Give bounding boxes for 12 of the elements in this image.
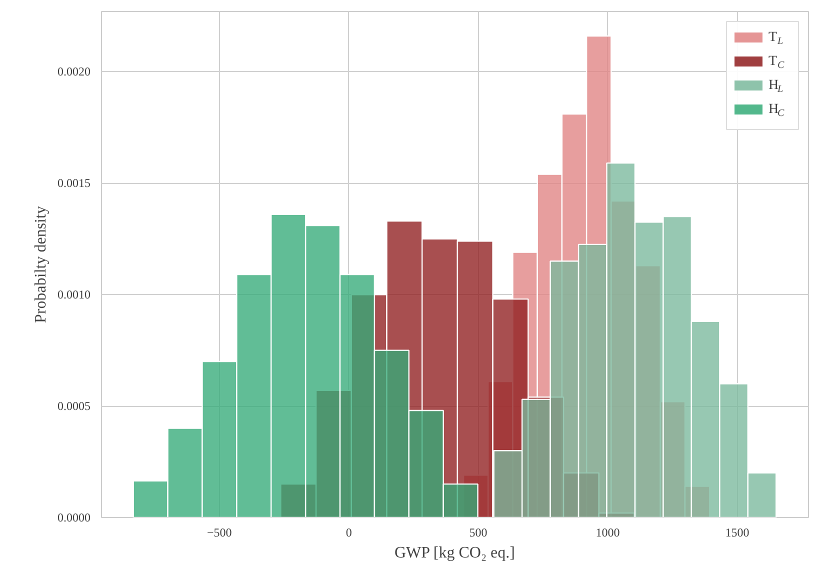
x-tick-label: 1000 xyxy=(596,526,620,540)
y-tick-label: 0.0000 xyxy=(58,510,90,524)
x-tick-label: 0 xyxy=(346,526,352,540)
x-tick-label: 1500 xyxy=(725,526,750,540)
x-tick-label: 500 xyxy=(469,526,488,540)
y-axis-title: Probabilty density xyxy=(32,206,50,323)
x-axis-title: GWP [kg CO₂ eq.] xyxy=(394,544,515,562)
y-tick-label: 0.0020 xyxy=(58,64,90,79)
y-tick-label: 0.0015 xyxy=(58,176,90,190)
y-tick-label: 0.0010 xyxy=(58,288,90,302)
x-tick-label: −500 xyxy=(206,526,232,540)
y-tick-label: 0.0005 xyxy=(58,399,90,414)
